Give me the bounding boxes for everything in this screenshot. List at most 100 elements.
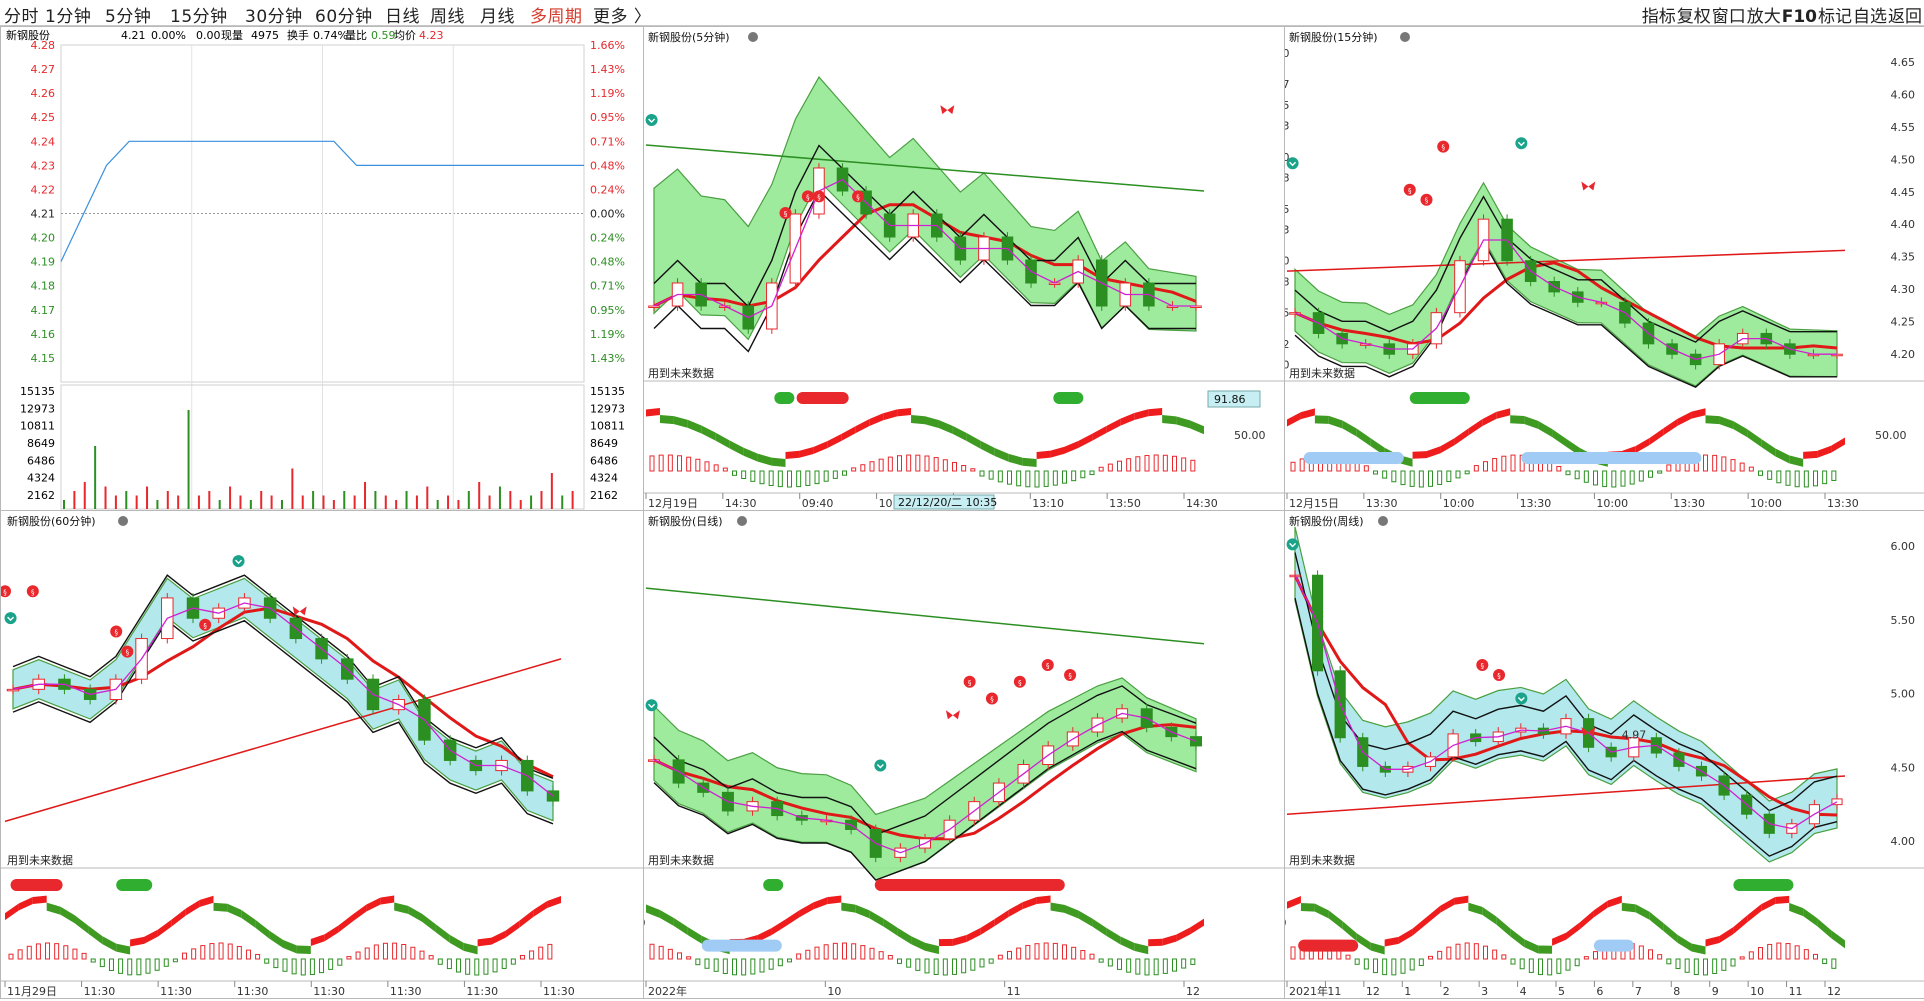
indicator-histogram-bar — [1758, 470, 1763, 476]
tab-30min[interactable]: 30分钟 — [245, 7, 303, 27]
x-tick-label: 14:30 — [1186, 497, 1218, 510]
indicator-wave — [687, 927, 702, 944]
indicator-histogram-bar — [1363, 465, 1369, 472]
indicator-histogram-bar — [1135, 456, 1141, 472]
tab-multi-period[interactable]: 多周期 — [530, 7, 583, 27]
indicator-histogram-bar — [1574, 958, 1580, 967]
panel-title: 新钢股份(5分钟) — [648, 30, 730, 44]
indicator-histogram-bar — [1730, 958, 1736, 967]
indicator-wave — [1719, 927, 1734, 944]
indicator-histogram-bar — [1703, 958, 1708, 976]
buy-signal-icon — [874, 759, 887, 772]
indicator-wave — [771, 457, 786, 467]
tab-1min[interactable]: 1分钟 — [45, 7, 92, 27]
indicator-histogram-bar — [1052, 942, 1058, 960]
indicator-wave — [1300, 903, 1315, 912]
indicator-wave — [1092, 918, 1107, 936]
volume-bar — [478, 482, 481, 509]
indicator-histogram-bar — [1538, 958, 1543, 976]
volume-bar — [249, 500, 252, 509]
x-tick-label: 1 — [1404, 985, 1411, 998]
indicator-histogram-bar — [1034, 943, 1040, 960]
indicator-wave — [743, 447, 758, 462]
indicator-wave — [1524, 415, 1539, 429]
indicator-wave — [1106, 418, 1121, 433]
f10-button[interactable]: F10 — [1781, 7, 1817, 27]
tab-daily[interactable]: 日线 — [385, 7, 420, 27]
buy-signal-icon — [232, 555, 245, 568]
indicator-signal-strip — [874, 879, 1065, 892]
indicator-histogram-bar — [1583, 470, 1589, 483]
x-tick-label: 11:30 — [160, 985, 192, 998]
volume-bar — [156, 500, 159, 509]
short-ma-line — [12, 602, 554, 797]
window-button[interactable]: 窗口 — [1711, 7, 1746, 27]
indicator-histogram-bar — [328, 958, 334, 970]
price-annotation: 4.97 — [1622, 729, 1647, 742]
price-tick: 4.28 — [31, 39, 56, 52]
indicator-histogram-bar — [127, 958, 133, 976]
x-tick-label: 14:30 — [725, 497, 757, 510]
indicator-wave — [46, 902, 61, 915]
tab-more[interactable]: 更多 〉 — [593, 7, 652, 27]
sell-signal-icon — [1403, 183, 1416, 196]
indicator-wave — [855, 904, 870, 919]
intraday-panel: 新钢股份 4.21 0.00% 0.00 现量 4975 换手 0.74% 量比… — [0, 26, 645, 527]
tab-fenshi[interactable]: 分时 — [4, 7, 39, 27]
indicator-histogram-bar — [510, 958, 516, 965]
buy-signal-icon — [4, 612, 17, 625]
indicator-wave — [74, 915, 89, 934]
sub-label: 用到未来数据 — [7, 853, 73, 867]
indicator-histogram-bar — [750, 958, 756, 975]
indicator-wave — [1342, 420, 1357, 437]
indicator-wave — [1649, 911, 1664, 932]
indicator-signal-strip — [10, 879, 63, 892]
mark-button[interactable]: 标记 — [1818, 7, 1852, 27]
indicator-button[interactable]: 指标 — [1641, 7, 1676, 27]
chevron-down-icon — [648, 118, 656, 124]
indicator-histogram-bar — [787, 470, 792, 488]
x-tick-label: 2021年 — [1289, 984, 1328, 998]
indicator-wave — [1106, 927, 1121, 945]
indicator-histogram-bar — [677, 952, 682, 960]
tab-60min[interactable]: 60分钟 — [315, 7, 373, 27]
chart-5min: 新钢股份(5分钟) 用到未来数据 50.00 § § § § 12月19日 14:30 09:40… — [644, 30, 1285, 510]
tab-monthly[interactable]: 月线 — [480, 7, 515, 27]
volume-bar — [447, 495, 450, 509]
tab-5min[interactable]: 5分钟 — [105, 7, 152, 27]
back-button[interactable]: 返回 — [1888, 7, 1922, 27]
indicator-histogram-bar — [1528, 958, 1534, 973]
zoom-button[interactable]: 放大 — [1746, 7, 1781, 27]
tab-weekly[interactable]: 周线 — [430, 7, 465, 27]
indicator-wave — [283, 939, 297, 954]
adjust-button[interactable]: 复权 — [1676, 7, 1711, 27]
indicator-wave — [1148, 408, 1163, 417]
indicator-histogram-bar — [364, 947, 370, 960]
x-tick-label: 10 — [827, 985, 841, 998]
indicator-wave — [1022, 897, 1037, 910]
indicator-histogram-bar — [1620, 470, 1626, 487]
tab-15min[interactable]: 15分钟 — [170, 7, 228, 27]
signal-glyph: § — [126, 649, 130, 657]
volume-bar — [94, 446, 97, 509]
watchlist-button[interactable]: 自选 — [1853, 7, 1887, 27]
indicator-wave — [1342, 921, 1357, 942]
indicator-wave — [1454, 428, 1469, 446]
indicator-wave — [1831, 437, 1845, 453]
indicator-histogram-bar — [1831, 470, 1837, 481]
indicator-histogram-bar — [264, 958, 270, 964]
indicator-histogram-bar — [373, 944, 379, 960]
indicator-histogram-bar — [17, 949, 23, 960]
indicator-histogram-bar — [1748, 951, 1754, 960]
lower-envelope — [1294, 597, 1838, 857]
sell-signal-icon — [110, 625, 123, 638]
avg-price-line — [60, 140, 584, 262]
indicator-histogram-bar — [1611, 470, 1617, 488]
indicator-wave — [5, 903, 19, 921]
indicator-histogram-bar — [1813, 470, 1818, 487]
indicator-histogram-bar — [81, 952, 87, 960]
panel-daily: 新钢股份(日线)用到未来数据4.704.604.504.404.304.204.… — [614, 510, 1286, 999]
volume-bar — [125, 491, 128, 509]
indicator-wave — [1733, 915, 1748, 935]
x-tick-label: 11:30 — [390, 985, 422, 998]
